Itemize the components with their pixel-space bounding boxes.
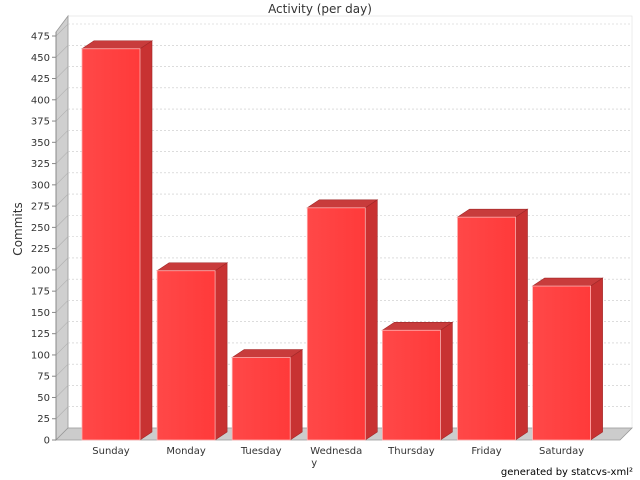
bar-side [364, 199, 378, 441]
y-tick-label: 450 [31, 53, 50, 64]
grid-line-side [55, 66, 69, 79]
x-tick-label: Friday [471, 446, 501, 457]
bar-tuesday [231, 348, 304, 441]
bar-top [156, 262, 229, 272]
y-tick-label: 425 [31, 74, 50, 85]
bar-side [139, 40, 153, 441]
bar-front [306, 207, 366, 441]
grid-line-side [55, 257, 69, 271]
y-axis-label: Commits [11, 202, 25, 255]
chart-title: Activity (per day) [268, 2, 372, 16]
y-tick-label: 250 [31, 223, 50, 234]
bar-front [381, 329, 441, 441]
bar-top [231, 349, 304, 358]
y-tick-label: 325 [31, 159, 50, 170]
bar-top [306, 199, 379, 209]
y-tick-label: 375 [31, 117, 50, 128]
bar-top [381, 321, 454, 331]
grid-line-side [55, 321, 69, 334]
bar-thursday [381, 321, 454, 441]
grid-line-side [55, 108, 69, 122]
y-tick-label: 350 [31, 138, 50, 149]
y-tick-label: 0 [44, 436, 50, 447]
bar-top [531, 277, 604, 287]
bar-front [457, 216, 516, 441]
grid-line-side [55, 342, 69, 356]
grid-line-side [55, 87, 69, 101]
grid-line-side [55, 385, 69, 398]
y-axis: 0 25 50 75 100 125 150 175 200 225 250 275 300 325 350… [31, 32, 57, 447]
y-tick-label: 75 [37, 372, 50, 383]
y-tick-label: 125 [31, 329, 50, 340]
footer-credit: generated by statcvs-xml² [501, 467, 633, 478]
bar-saturday [531, 277, 604, 441]
y-tick-label: 475 [31, 32, 50, 43]
left-wall [55, 14, 69, 441]
bar-side [440, 321, 453, 441]
bar-wednesday [306, 199, 379, 441]
bar-side [214, 262, 228, 441]
y-tick-label: 50 [37, 393, 50, 404]
bar-top [456, 208, 529, 218]
grid-line-side [55, 215, 69, 228]
bar-side [515, 208, 528, 441]
x-tick-label: Saturday [539, 446, 584, 457]
bar-monday [156, 262, 229, 441]
grid-line-side [55, 236, 69, 249]
y-tick-label: 100 [31, 350, 50, 361]
y-tick-label: 400 [31, 95, 50, 106]
y-tick-label: 175 [31, 287, 50, 298]
x-tick-label: Wednesda y [310, 446, 362, 469]
bar-front [81, 48, 141, 441]
bar-top [81, 40, 153, 50]
bar-front [156, 270, 216, 441]
y-tick-label: 25 [37, 414, 50, 425]
y-tick-label: 200 [31, 265, 50, 276]
grid-line-side [55, 363, 69, 377]
bar-side [590, 277, 603, 441]
grid-line-side [55, 130, 69, 143]
y-tick-label: 275 [31, 202, 50, 213]
x-tick-label: Monday [166, 446, 206, 457]
grid-line-side [55, 23, 69, 37]
bar-sunday [81, 40, 153, 441]
x-tick-label: Tuesday [240, 446, 282, 457]
bar-friday [456, 208, 529, 441]
x-tick-label: Thursday [387, 446, 435, 457]
grid-line-side [55, 45, 69, 58]
grid-line-side [55, 278, 69, 292]
bar-front [231, 357, 291, 441]
y-tick-label: 150 [31, 308, 50, 319]
grid-line-side [55, 151, 69, 164]
x-tick-label: Sunday [92, 446, 129, 457]
grid-line-side [55, 193, 69, 207]
grid-line-side [55, 172, 69, 186]
bar-front [532, 285, 591, 441]
grid-line-side [55, 300, 69, 313]
grid-line-side [55, 406, 69, 419]
x-axis: Sunday Monday Tuesday Wednesda y Thursday Frid… [92, 446, 584, 469]
y-tick-label: 225 [31, 244, 50, 255]
bar-side [289, 348, 303, 441]
y-tick-label: 300 [31, 180, 50, 191]
bars [81, 40, 604, 441]
